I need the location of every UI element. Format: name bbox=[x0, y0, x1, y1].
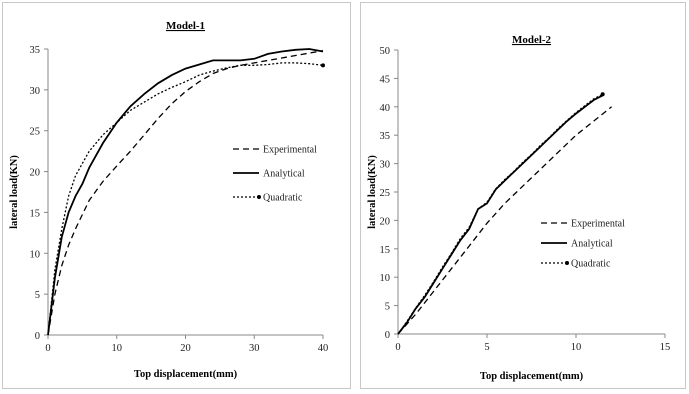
y-tick-label: 30 bbox=[380, 160, 391, 171]
series-end-marker bbox=[600, 92, 605, 97]
legend-marker bbox=[565, 261, 569, 265]
y-axis-title: lateral load(KN) bbox=[367, 155, 378, 229]
x-tick-label: 5 bbox=[484, 342, 489, 353]
legend-label-quadratic: Quadratic bbox=[263, 193, 303, 204]
legend-label-experimental: Experimental bbox=[571, 219, 625, 230]
y-tick-label: 50 bbox=[380, 46, 391, 57]
x-tick-label: 15 bbox=[660, 342, 671, 353]
chart-title: Model-1 bbox=[166, 20, 205, 32]
series-end-marker bbox=[321, 63, 325, 68]
series-line-analytical bbox=[47, 48, 324, 336]
y-tick-label: 0 bbox=[385, 330, 390, 341]
chart-model-2: Model-2 0 5 10 15 0 5 10 15 20 25 30 35 40 45 50 Top dis… bbox=[367, 34, 671, 382]
chart-model-1: Model-1 0 10 20 30 40 0 5 10 15 20 25 30 35 Top displa… bbox=[9, 20, 329, 380]
x-axis-title: Top displacement(mm) bbox=[134, 369, 238, 380]
legend-label-analytical: Analytical bbox=[571, 239, 613, 250]
y-tick-label: 25 bbox=[380, 188, 391, 199]
legend-label-experimental: Experimental bbox=[263, 145, 317, 156]
y-tick-label: 5 bbox=[35, 290, 40, 301]
x-tick-label: 10 bbox=[571, 342, 582, 353]
chart-panel-model-1: Model-1 0 10 20 30 40 0 5 10 15 20 25 30 35 Top displa… bbox=[2, 2, 351, 389]
series-line-quadratic bbox=[397, 93, 603, 335]
y-tick-label: 5 bbox=[385, 302, 390, 313]
chart-title: Model-2 bbox=[512, 34, 552, 46]
legend-label-analytical: Analytical bbox=[263, 169, 305, 180]
y-tick-label: 20 bbox=[380, 216, 391, 227]
series-line-experimental bbox=[397, 106, 613, 335]
chart-panel-model-2: Model-2 0 5 10 15 0 5 10 15 20 25 30 35 40 45 50 Top dis… bbox=[360, 2, 686, 389]
x-tick-label: 30 bbox=[249, 343, 260, 354]
legend-label-quadratic: Quadratic bbox=[571, 259, 611, 270]
y-tick-label: 25 bbox=[30, 127, 41, 138]
y-tick-label: 40 bbox=[380, 103, 391, 114]
legend-marker bbox=[257, 195, 261, 199]
x-tick-label: 0 bbox=[45, 343, 50, 354]
y-tick-label: 0 bbox=[35, 331, 40, 342]
y-tick-label: 35 bbox=[380, 131, 391, 142]
y-tick-label: 45 bbox=[380, 74, 391, 85]
y-tick-label: 15 bbox=[30, 208, 41, 219]
x-tick-label: 0 bbox=[395, 342, 400, 353]
x-axis-title: Top displacement(mm) bbox=[480, 371, 584, 382]
y-axis-title: lateral load(KN) bbox=[9, 155, 20, 229]
y-tick-label: 35 bbox=[30, 45, 41, 56]
y-tick-label: 10 bbox=[30, 249, 41, 260]
x-tick-label: 20 bbox=[180, 343, 191, 354]
series-line-analytical bbox=[397, 94, 604, 335]
y-tick-label: 20 bbox=[30, 168, 41, 179]
x-tick-label: 10 bbox=[112, 343, 123, 354]
series-line-quadratic bbox=[47, 62, 324, 336]
y-tick-label: 15 bbox=[380, 245, 391, 256]
y-tick-label: 10 bbox=[380, 273, 391, 284]
x-tick-label: 40 bbox=[318, 343, 329, 354]
y-tick-label: 30 bbox=[30, 86, 41, 97]
series-line-experimental bbox=[47, 49, 324, 336]
